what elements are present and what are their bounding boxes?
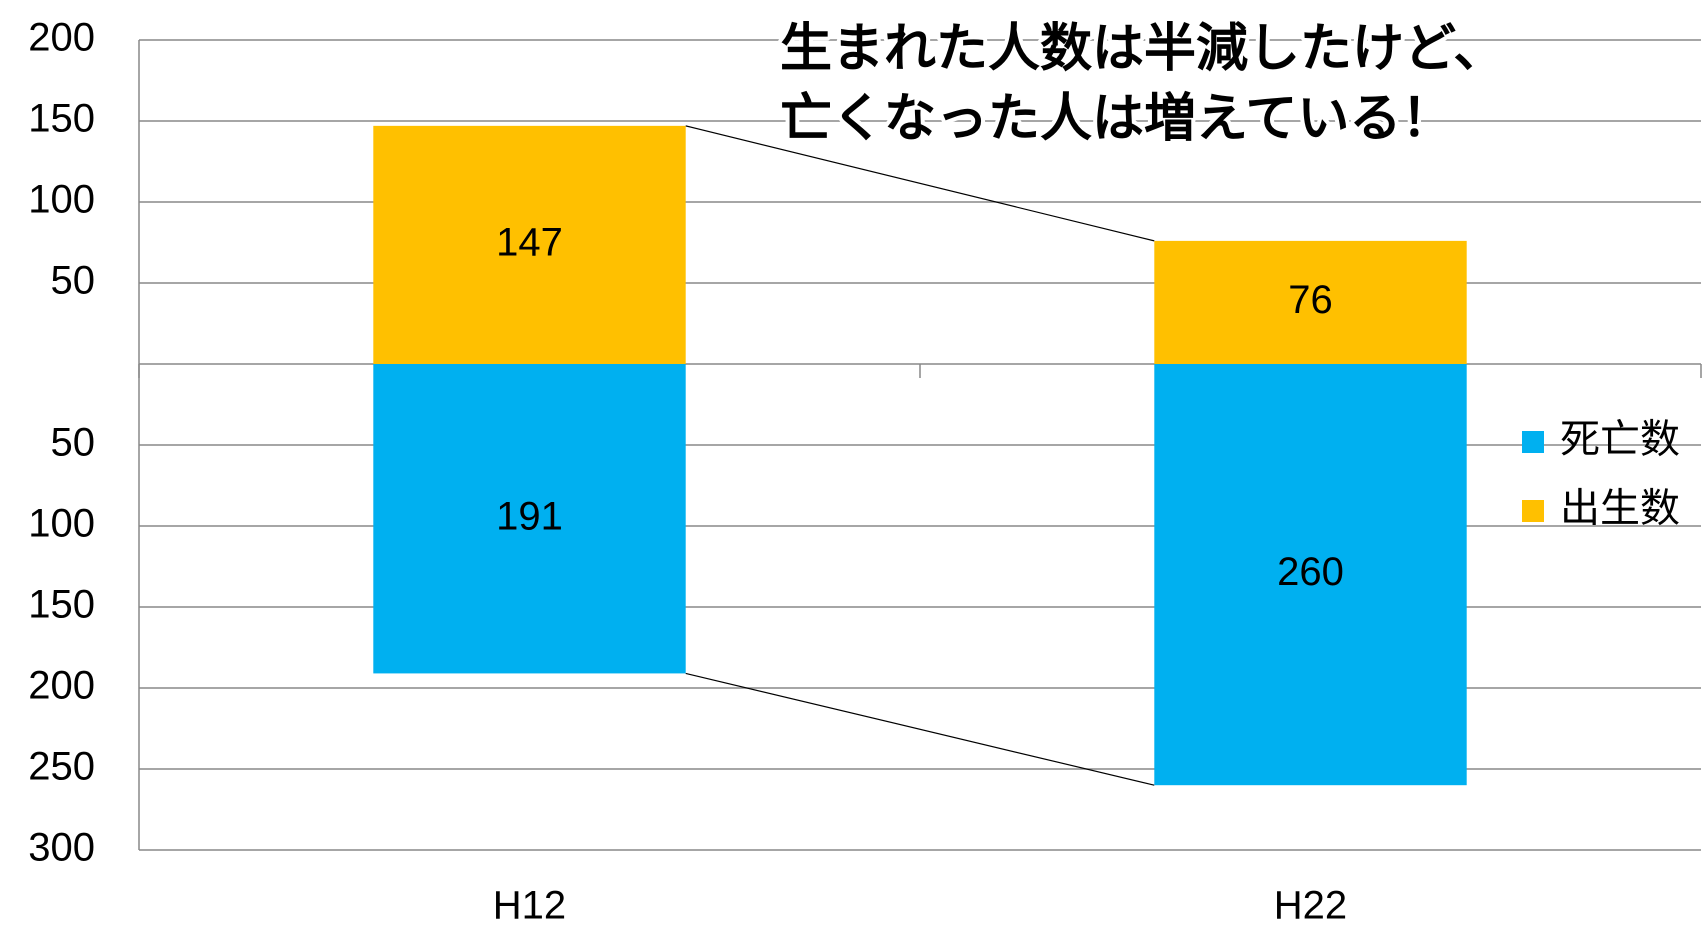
annotation: 生まれた人数は半減したけど、	[780, 19, 1505, 79]
y-tick-label: 200	[28, 16, 95, 60]
y-tick-label: 150	[28, 583, 95, 627]
legend-label: 死亡数	[1560, 418, 1680, 462]
y-tick-label: 300	[28, 826, 95, 870]
y-tick-label: 50	[51, 259, 96, 303]
y-tick-label: 100	[28, 502, 95, 546]
bar	[373, 364, 686, 674]
connector-line	[685, 672, 1155, 786]
bar	[1154, 364, 1467, 786]
data-label: 147	[496, 220, 563, 264]
y-tick-label: 150	[28, 97, 95, 141]
legend-swatch	[1522, 500, 1544, 522]
y-tick-label: 200	[28, 664, 95, 708]
annotation: 亡くなった人は増えている！	[780, 89, 1453, 149]
data-label: 191	[496, 494, 563, 538]
bar	[1154, 240, 1467, 364]
y-tick-label: 100	[28, 178, 95, 222]
bar	[373, 125, 686, 364]
data-label: 76	[1288, 278, 1333, 322]
data-label: 260	[1277, 550, 1344, 594]
x-tick-label: H22	[1274, 884, 1347, 927]
legend-swatch	[1522, 431, 1544, 453]
y-tick-label: 250	[28, 745, 95, 789]
connector-line	[685, 125, 1155, 242]
x-tick-label: H12	[493, 884, 566, 927]
legend-label: 出生数	[1560, 487, 1680, 531]
y-tick-label: 50	[51, 421, 96, 465]
